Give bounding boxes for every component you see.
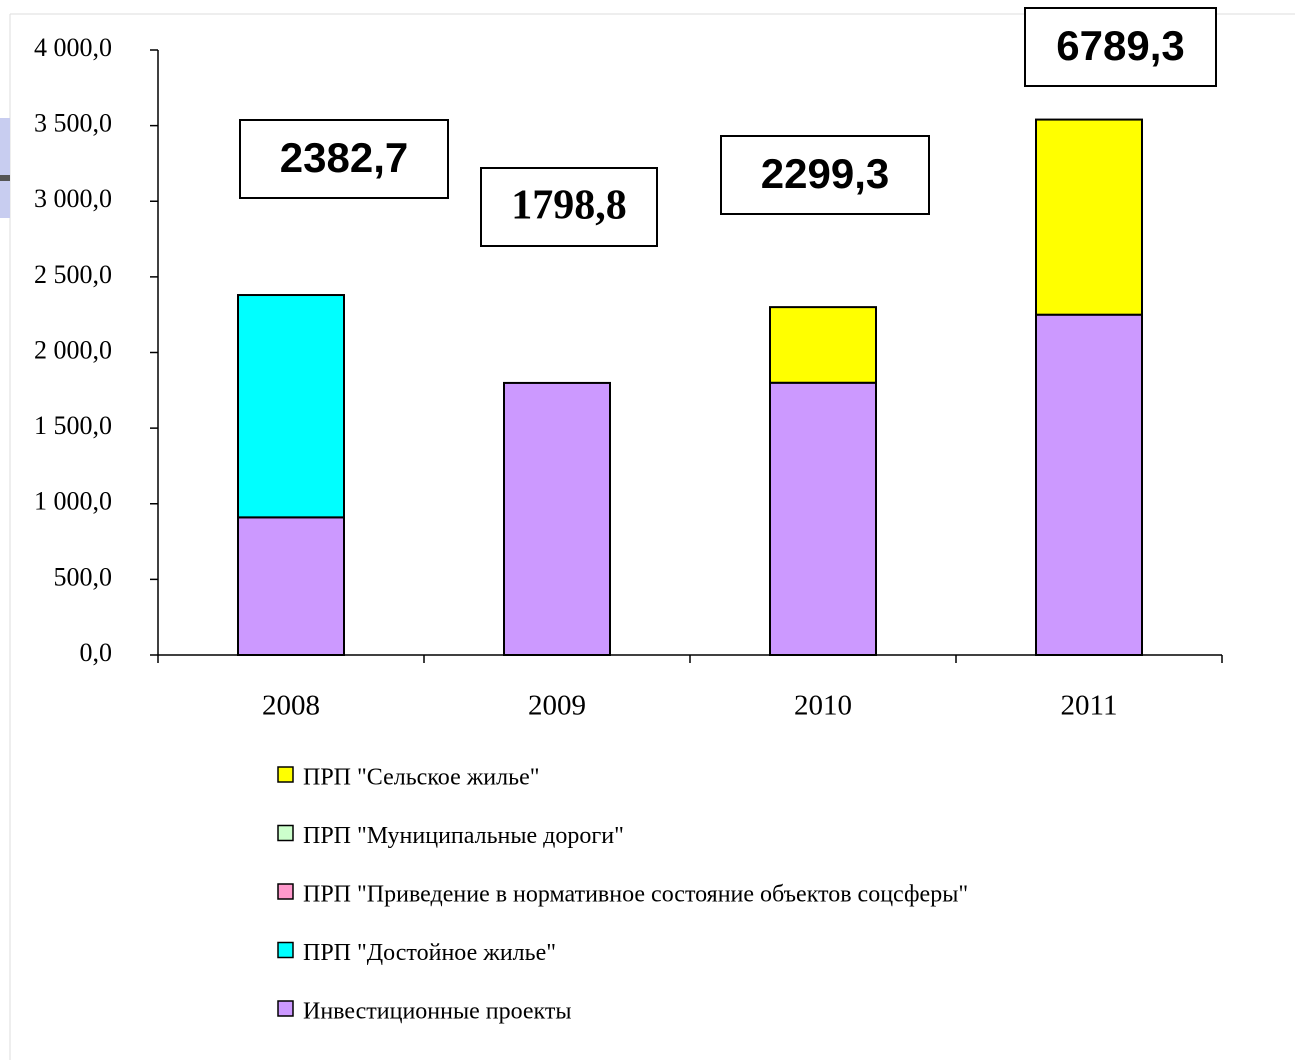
- legend-swatch: [277, 941, 294, 959]
- annotation: 2382,7: [280, 134, 408, 181]
- legend-label: ПРП "Достойное жилье": [303, 940, 556, 966]
- bar-segment: [769, 306, 877, 384]
- y-tick-label: 3 000,0: [34, 184, 112, 213]
- legend-label: ПРП "Муниципальные дороги": [303, 823, 624, 849]
- x-tick-label: 2011: [1061, 690, 1118, 722]
- y-tick-label: 3 500,0: [34, 109, 112, 138]
- y-tick-label: 2 000,0: [34, 335, 112, 364]
- legend-swatch: [277, 824, 294, 842]
- annotation-box: [1024, 7, 1217, 87]
- y-tick-label: 2 500,0: [34, 260, 112, 289]
- x-tick-label: 2010: [794, 690, 852, 722]
- bar-segment: [769, 381, 877, 656]
- legend-swatch: [277, 766, 294, 783]
- y-tick-label: 1 500,0: [34, 411, 112, 440]
- legend-label: ПРП "Приведение в нормативное состояние …: [303, 882, 968, 908]
- annotation-box: [720, 135, 930, 215]
- legend-swatch: [277, 883, 294, 900]
- annotation: 1798,8: [511, 183, 627, 229]
- legend-swatch: [277, 1000, 294, 1017]
- y-tick-label: 0,0: [80, 638, 113, 667]
- legend-label: Инвестиционные проекты: [303, 999, 572, 1025]
- annotation-box: [239, 119, 449, 199]
- bar-segment: [237, 516, 345, 656]
- annotation: 2299,3: [761, 150, 889, 197]
- annotation: 6789,3: [1056, 22, 1184, 69]
- legend-label: ПРП "Сельское жилье": [303, 765, 540, 791]
- side-decoration: [0, 175, 10, 181]
- y-tick-label: 4 000,0: [34, 33, 112, 62]
- x-tick-label: 2009: [528, 690, 586, 722]
- y-tick-label: 500,0: [54, 562, 113, 591]
- bar-segment: [503, 381, 611, 656]
- x-tick-label: 2008: [262, 690, 320, 722]
- bar-segment: [1035, 118, 1143, 316]
- y-tick-label: 1 000,0: [34, 487, 112, 516]
- bar-segment: [237, 294, 345, 519]
- bar-segment: [1035, 313, 1143, 656]
- side-decoration: [0, 118, 10, 218]
- annotation-box: [480, 167, 658, 247]
